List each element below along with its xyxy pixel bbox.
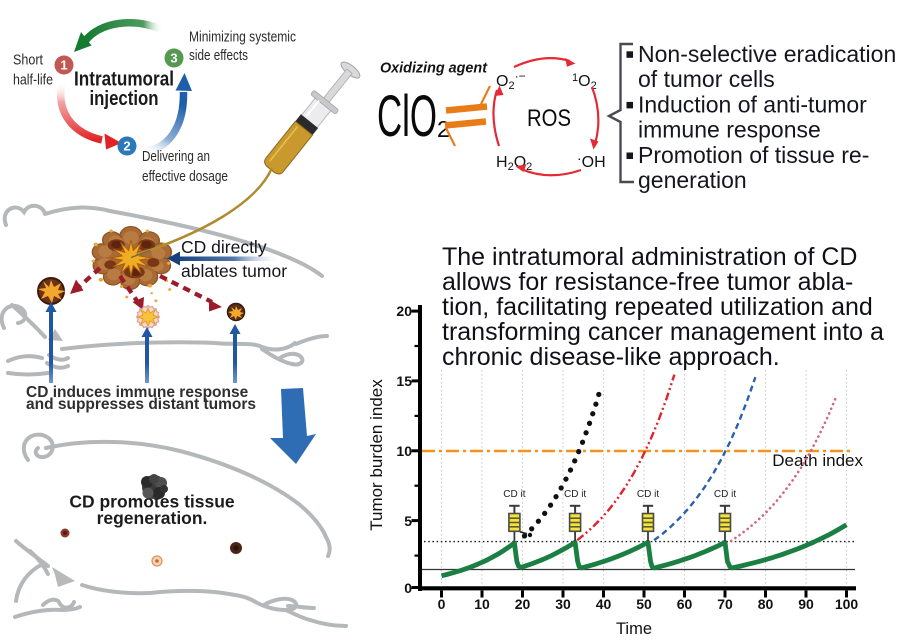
svg-text:half-life: half-life: [13, 73, 53, 89]
svg-text:100: 100: [835, 596, 859, 612]
svg-text:30: 30: [555, 596, 571, 612]
svg-text:ROS: ROS: [527, 105, 571, 132]
svg-text:Non-selective eradication: Non-selective eradication: [638, 41, 896, 67]
svg-text:10: 10: [474, 596, 490, 612]
svg-text:regeneration.: regeneration.: [97, 508, 208, 528]
svg-text:1: 1: [60, 58, 67, 73]
svg-text:5: 5: [404, 513, 412, 529]
svg-text:3: 3: [170, 51, 177, 66]
svg-text:transforming cancer management: transforming cancer management into a: [442, 318, 884, 346]
svg-text:·OH: ·OH: [577, 150, 606, 171]
svg-text:Short: Short: [13, 53, 43, 69]
svg-text:70: 70: [717, 596, 733, 612]
svg-text:50: 50: [636, 596, 652, 612]
svg-text:Time: Time: [616, 620, 652, 638]
svg-text:immune response: immune response: [638, 117, 821, 143]
svg-text:allows for resistance-free tum: allows for resistance-free tumor abla-: [442, 268, 853, 296]
svg-text:2: 2: [437, 116, 450, 142]
svg-text:CD it: CD it: [503, 489, 525, 500]
svg-text:Minimizing systemic: Minimizing systemic: [189, 30, 296, 46]
svg-text:The intratumoral administratio: The intratumoral administration of CD: [442, 243, 857, 271]
svg-text:Promotion of tissue re-: Promotion of tissue re-: [638, 142, 869, 168]
svg-text:20: 20: [396, 303, 412, 319]
svg-text:ablates tumor: ablates tumor: [181, 261, 287, 281]
svg-text:and suppresses distant tumors: and suppresses distant tumors: [26, 396, 256, 413]
svg-text:tion, facilitating repeated ut: tion, facilitating repeated utilization …: [442, 293, 873, 321]
svg-text:Induction of anti-tumor: Induction of anti-tumor: [638, 91, 867, 117]
svg-text:CD induces immune response: CD induces immune response: [26, 384, 249, 401]
svg-text:ClO: ClO: [377, 84, 437, 149]
svg-text:Tumor burden index: Tumor burden index: [367, 379, 386, 531]
svg-text:of tumor cells: of tumor cells: [638, 66, 775, 92]
svg-text:0: 0: [438, 596, 446, 612]
svg-text:80: 80: [758, 596, 774, 612]
svg-text:20: 20: [515, 596, 531, 612]
svg-text:CD it: CD it: [637, 489, 659, 500]
svg-text:generation: generation: [638, 167, 747, 193]
svg-text:CD promotes tissue: CD promotes tissue: [69, 492, 235, 512]
svg-text:Delivering an: Delivering an: [142, 149, 210, 165]
svg-text:2: 2: [123, 139, 130, 154]
svg-text:40: 40: [596, 596, 612, 612]
svg-text:60: 60: [677, 596, 693, 612]
svg-text:1O2: 1O2: [572, 72, 597, 92]
svg-text:0: 0: [404, 580, 412, 596]
svg-text:Intratumoral: Intratumoral: [74, 69, 174, 91]
svg-text:side effects: side effects: [189, 48, 248, 64]
svg-text:Death index: Death index: [772, 451, 863, 470]
svg-text:90: 90: [798, 596, 814, 612]
svg-text:effective dosage: effective dosage: [142, 169, 228, 185]
svg-text:CD directly: CD directly: [181, 237, 267, 257]
svg-text:10: 10: [396, 443, 412, 459]
svg-text:CD it: CD it: [564, 489, 586, 500]
svg-text:CD it: CD it: [714, 489, 736, 500]
svg-text:injection: injection: [90, 88, 159, 110]
svg-text:chronic disease-like approach.: chronic disease-like approach.: [442, 343, 780, 371]
svg-text:15: 15: [396, 373, 412, 389]
svg-text:Oxidizing agent: Oxidizing agent: [380, 60, 488, 77]
